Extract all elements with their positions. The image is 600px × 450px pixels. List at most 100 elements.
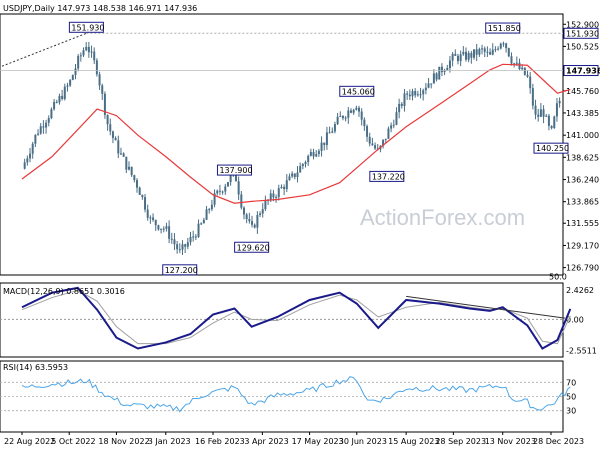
- candle-body: [264, 200, 267, 210]
- candle-body: [419, 94, 422, 96]
- candle-body: [229, 174, 232, 183]
- candle-body: [256, 214, 259, 228]
- candle-body: [547, 115, 550, 126]
- candle-body: [360, 111, 363, 120]
- candle-body: [483, 48, 486, 52]
- candle-body: [144, 197, 147, 210]
- candle-body: [307, 155, 310, 163]
- price-callout-label: 140.250: [536, 144, 569, 153]
- macd-y-tick-label: 2.4262: [566, 286, 594, 295]
- candle-body: [478, 48, 481, 55]
- candle-body: [438, 66, 441, 80]
- price-y-tick-label: 141.000: [566, 131, 599, 140]
- right-price-box: [563, 65, 599, 77]
- candle-body: [181, 244, 184, 250]
- candle-body: [261, 209, 264, 214]
- price-callout-box: [162, 264, 198, 276]
- candle-body: [363, 119, 366, 127]
- candle-body: [497, 48, 500, 50]
- candle-body: [243, 207, 246, 215]
- macd-frame: [0, 282, 564, 358]
- candle-body: [184, 244, 187, 247]
- x-tick-label: 28 Sep 2023: [435, 437, 486, 446]
- candle-body: [312, 151, 315, 157]
- rsi-y-tick-label: 50: [566, 393, 576, 402]
- price-panel-title: USDJPY,Daily 147.973 148.538 146.971 147…: [3, 4, 197, 13]
- candle-body: [168, 226, 171, 239]
- candle-body: [299, 166, 302, 173]
- candle-body: [130, 166, 133, 176]
- candle-body: [283, 186, 286, 190]
- candle-body: [368, 136, 371, 144]
- price-callout-box: [68, 21, 104, 33]
- candle-body: [341, 115, 344, 119]
- candle-body: [462, 51, 465, 55]
- candle-body: [90, 51, 93, 53]
- candle-body: [186, 242, 189, 247]
- price-y-tick-label: 136.240: [566, 176, 599, 185]
- right-price-label: 151.930: [566, 29, 599, 38]
- candle-body: [149, 217, 152, 219]
- right-price-label: 147.936: [566, 67, 600, 76]
- price-callout-box: [234, 241, 270, 253]
- candle-body: [430, 83, 433, 85]
- candle-body: [331, 131, 334, 133]
- x-tick-label: 28 Dec 2023: [533, 437, 584, 446]
- right-price-box: [563, 27, 599, 39]
- candle-body: [432, 73, 435, 84]
- candle-body: [403, 93, 406, 106]
- candle-body: [491, 49, 494, 55]
- x-tick-label: 17 May 2023: [292, 437, 344, 446]
- candle-body: [34, 134, 37, 144]
- candle-body: [320, 142, 323, 151]
- candle-body: [162, 228, 165, 230]
- candle-body: [475, 49, 478, 55]
- price-y-tick-label: 152.900: [566, 20, 599, 29]
- candle-body: [515, 62, 518, 64]
- price-y-tick-label: 138.625: [566, 153, 599, 162]
- candle-body: [309, 151, 312, 156]
- candle-body: [31, 143, 34, 154]
- candle-body: [467, 52, 470, 60]
- candle-body: [440, 66, 443, 73]
- x-tick-label: 16 Feb 2023: [195, 437, 245, 446]
- candle-body: [486, 51, 489, 53]
- candle-body: [371, 143, 374, 146]
- candle-body: [213, 193, 216, 205]
- candle-body: [513, 63, 516, 65]
- candle-body: [352, 109, 355, 113]
- candle-body: [26, 158, 29, 163]
- candle-body: [240, 194, 243, 208]
- candle-body: [502, 43, 505, 45]
- candle-body: [176, 244, 179, 250]
- candle-body: [146, 209, 149, 218]
- rsi-y-tick-label: 70: [566, 378, 576, 387]
- candle-body: [499, 43, 502, 49]
- candle-body: [323, 142, 326, 145]
- candle-body: [366, 126, 369, 137]
- candle-body: [424, 87, 427, 91]
- candle-body: [109, 124, 112, 132]
- candle-body: [470, 52, 473, 58]
- candle-body: [301, 164, 304, 167]
- candle-body: [42, 126, 45, 128]
- candle-body: [63, 86, 66, 100]
- candle-body: [55, 101, 58, 103]
- candle-body: [526, 74, 529, 77]
- x-tick-label: 15 Aug 2023: [388, 437, 439, 446]
- candle-body: [291, 173, 294, 177]
- candle-body: [489, 52, 492, 55]
- candle-body: [336, 116, 339, 125]
- candle-body: [200, 223, 203, 225]
- price-y-tick-label: 150.525: [566, 42, 599, 51]
- macd-y-tick-label: 0.00: [566, 315, 584, 324]
- candle-body: [114, 137, 117, 141]
- candle-body: [53, 101, 56, 110]
- candle-body: [443, 70, 446, 73]
- candle-body: [66, 85, 69, 87]
- candle-body: [61, 95, 64, 100]
- candle-body: [245, 214, 248, 220]
- x-tick-label: 13 Nov 2023: [485, 437, 536, 446]
- candle-body: [29, 153, 32, 159]
- candle-body: [280, 186, 283, 189]
